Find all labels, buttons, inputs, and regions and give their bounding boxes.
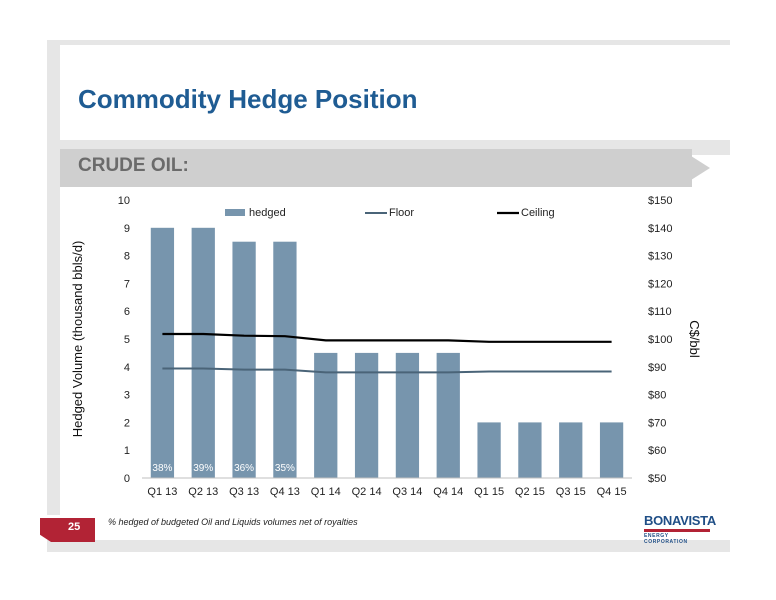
x-tick-label: Q2 15 <box>515 486 545 498</box>
bar-hedged <box>518 422 542 478</box>
x-tick-label: Q4 14 <box>433 486 463 498</box>
y2-tick-label: $90 <box>648 362 666 374</box>
y-tick-label: 7 <box>124 278 130 290</box>
bar-hedged <box>191 227 215 478</box>
legend-label-hedged: hedged <box>249 207 286 219</box>
bar-hedged <box>314 352 338 478</box>
y-tick-label: 1 <box>124 445 130 457</box>
logo-underline <box>644 529 710 532</box>
y2-tick-label: $70 <box>648 417 666 429</box>
y-tick-label: 4 <box>124 362 130 374</box>
y-tick-label: 8 <box>124 251 130 263</box>
y-tick-label: 5 <box>124 334 130 346</box>
x-tick-label: Q1 15 <box>474 486 504 498</box>
slide-title: Commodity Hedge Position <box>78 84 418 114</box>
bar-percent-label: 36% <box>234 463 254 474</box>
y-tick-label: 2 <box>124 417 130 429</box>
y-tick-label: 0 <box>124 473 130 485</box>
company-logo: BONAVISTA ENERGY CORPORATION <box>644 513 716 545</box>
x-tick-label: Q1 13 <box>147 486 177 498</box>
bar-hedged <box>559 422 583 478</box>
x-tick-label: Q2 14 <box>352 486 382 498</box>
y2-tick-label: $110 <box>648 306 672 318</box>
section-banner <box>60 149 692 187</box>
page-number: 25 <box>68 521 81 533</box>
y2-tick-label: $100 <box>648 334 672 346</box>
y2-tick-label: $150 <box>648 195 672 207</box>
bar-hedged <box>354 352 379 478</box>
y2-axis-title: C$/bbl <box>687 320 702 358</box>
logo-wordmark: BONAVISTA <box>644 513 716 528</box>
bar-percent-label: 35% <box>275 463 295 474</box>
left-border <box>47 155 60 515</box>
bar-hedged <box>395 352 420 478</box>
legend-swatch-hedged <box>225 209 245 216</box>
y-tick-label: 6 <box>124 306 130 318</box>
y-tick-label: 3 <box>124 390 130 402</box>
y2-tick-label: $130 <box>648 251 672 263</box>
y2-tick-label: $140 <box>648 223 672 235</box>
legend-label-ceiling: Ceiling <box>521 207 555 219</box>
bar-hedged <box>232 241 256 478</box>
x-tick-label: Q2 13 <box>188 486 218 498</box>
bar-percent-label: 38% <box>152 463 172 474</box>
y-tick-label: 9 <box>124 223 130 235</box>
y-tick-label: 10 <box>118 195 130 207</box>
bottom-band <box>47 540 730 552</box>
bar-hedged <box>273 241 297 478</box>
line-ceiling <box>162 332 612 343</box>
y2-tick-label: $60 <box>648 445 666 457</box>
x-tick-label: Q1 14 <box>311 486 341 498</box>
x-tick-label: Q4 13 <box>270 486 300 498</box>
y2-tick-label: $50 <box>648 473 666 485</box>
y-axis-title: Hedged Volume (thousand bbls/d) <box>70 241 85 438</box>
y2-tick-label: $80 <box>648 390 666 402</box>
x-tick-label: Q3 15 <box>556 486 586 498</box>
hedge-chart: 0 1 2 3 4 5 6 7 8 9 10 $50 $60 $70 $80 $90 $100 $110 $120 $… <box>70 195 702 498</box>
bar-hedged <box>599 422 624 478</box>
title-panel <box>60 45 730 140</box>
bar-percent-label: 39% <box>193 463 213 474</box>
page-number-tab <box>40 518 95 542</box>
legend-label-floor: Floor <box>389 207 414 219</box>
logo-subtext: ENERGY CORPORATION <box>644 533 688 545</box>
bar-hedged <box>436 352 460 478</box>
footnote: % hedged of budgeted Oil and Liquids vol… <box>108 517 358 527</box>
y2-tick-label: $120 <box>648 278 672 290</box>
x-tick-label: Q3 14 <box>392 486 422 498</box>
x-tick-label: Q3 13 <box>229 486 259 498</box>
x-tick-label: Q4 15 <box>597 486 627 498</box>
section-banner-arrow <box>680 149 710 187</box>
bar-hedged <box>477 422 501 478</box>
section-label: CRUDE OIL: <box>78 155 189 176</box>
line-floor <box>162 367 612 374</box>
bar-hedged <box>150 227 175 478</box>
